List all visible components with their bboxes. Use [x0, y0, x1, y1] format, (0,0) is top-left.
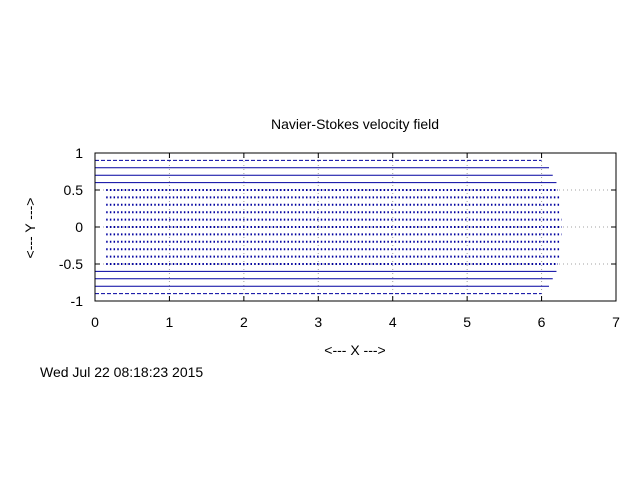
x-tick-label: 7	[612, 314, 620, 330]
y-tick-label: 0.5	[64, 182, 84, 198]
y-axis-label: <--- Y --->	[22, 198, 38, 259]
y-tick-label: -0.5	[59, 256, 83, 272]
x-tick-label: 0	[91, 314, 99, 330]
chart-title: Navier-Stokes velocity field	[271, 116, 439, 132]
x-tick-label: 5	[463, 314, 471, 330]
y-tick-label: 1	[75, 145, 83, 161]
x-tick-label: 2	[240, 314, 248, 330]
x-axis-ticks: 0 1 2 3 4 5 6 7	[91, 153, 620, 330]
x-tick-label: 6	[538, 314, 546, 330]
x-tick-label: 3	[314, 314, 322, 330]
timestamp: Wed Jul 22 08:18:23 2015	[40, 364, 203, 380]
y-tick-label: -1	[71, 293, 84, 309]
y-tick-label: 0	[75, 219, 83, 235]
x-axis-label: <--- X --->	[324, 342, 385, 358]
x-tick-label: 4	[389, 314, 397, 330]
x-tick-label: 1	[166, 314, 174, 330]
y-axis-ticks: 1 0.5 0 -0.5 -1	[59, 145, 616, 309]
velocity-vectors	[95, 159, 562, 295]
